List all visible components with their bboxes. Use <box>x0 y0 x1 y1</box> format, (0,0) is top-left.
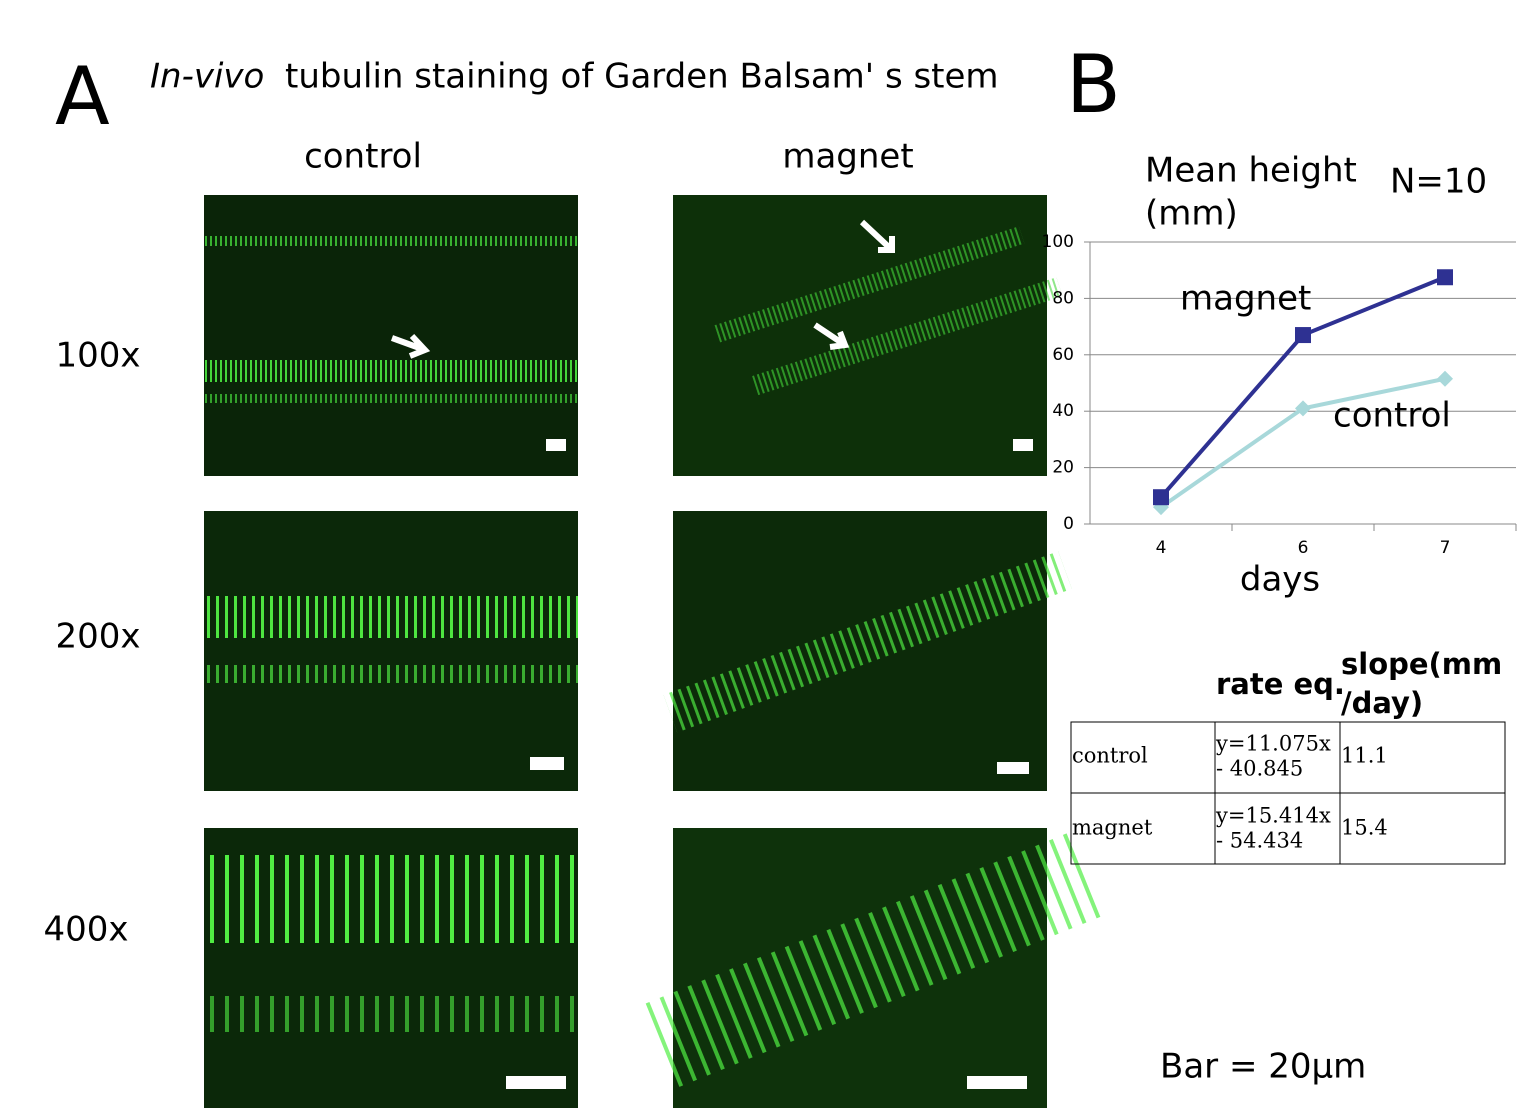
row-label: 200x <box>55 617 140 657</box>
table-cell: y=11.075x <box>1215 732 1331 756</box>
row-label: 400x <box>43 910 128 950</box>
y-tick-label: 20 <box>1052 458 1074 478</box>
micrograph <box>673 195 1063 476</box>
y-tick-label: 60 <box>1052 345 1074 365</box>
sample-size: N=10 <box>1390 162 1487 202</box>
micrograph <box>204 195 578 476</box>
table-cell: - 54.434 <box>1216 829 1303 853</box>
x-tick-label: 6 <box>1298 538 1309 558</box>
table-header: /day) <box>1341 686 1423 720</box>
micrograph <box>641 828 1102 1108</box>
y-axis-label: Mean height <box>1145 151 1357 191</box>
micrograph <box>204 828 578 1108</box>
y-tick-label: 0 <box>1063 514 1074 534</box>
title: tubulin staining of Garden Balsam' s ste… <box>285 57 999 97</box>
series-label: magnet <box>1180 279 1311 319</box>
marker <box>1437 269 1453 286</box>
y-tick-label: 40 <box>1052 401 1074 421</box>
table-cell: - 40.845 <box>1216 757 1303 781</box>
column-label: magnet <box>782 137 913 177</box>
title-italic: In-vivo <box>150 57 264 97</box>
panel-letter: B <box>1066 38 1121 131</box>
marker <box>1153 489 1169 506</box>
marker <box>1437 370 1453 387</box>
table-cell: y=15.414x <box>1215 804 1331 828</box>
micrograph <box>663 511 1072 791</box>
table-cell: magnet <box>1072 816 1153 840</box>
x-tick-label: 7 <box>1440 538 1451 558</box>
table-header: rate eq. <box>1216 667 1345 701</box>
table: rate eq. slope(mm /day) <box>1070 647 1506 865</box>
table-cell: 11.1 <box>1341 744 1388 768</box>
micrograph <box>204 511 578 791</box>
series-label: control <box>1333 396 1451 436</box>
panel-letter: A <box>55 50 110 143</box>
column-label: control <box>304 137 422 177</box>
table-cell: control <box>1072 744 1148 768</box>
y-tick-label: 80 <box>1052 288 1074 308</box>
y-axis-label: (mm) <box>1145 194 1238 234</box>
y-tick-label: 100 <box>1042 232 1074 252</box>
marker <box>1295 327 1311 344</box>
table-header: slope(mm <box>1341 647 1502 681</box>
row-label: 100x <box>55 336 140 376</box>
table-cell: 15.4 <box>1341 816 1388 840</box>
x-axis-label: days <box>1240 560 1320 600</box>
scale-note: Bar = 20μm <box>1160 1047 1366 1087</box>
x-tick-label: 4 <box>1156 538 1167 558</box>
marker <box>1295 400 1311 417</box>
